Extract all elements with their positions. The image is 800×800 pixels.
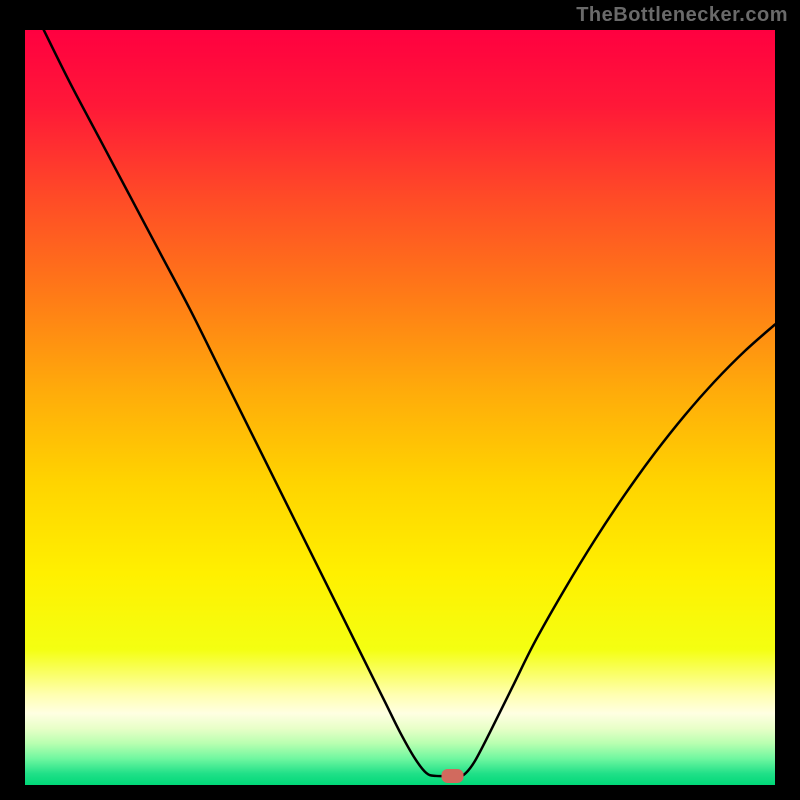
bottleneck-curve-chart <box>25 30 775 785</box>
chart-frame: TheBottlenecker.com <box>0 0 800 800</box>
optimal-point-marker <box>442 769 464 783</box>
gradient-background <box>25 30 775 785</box>
watermark-text: TheBottlenecker.com <box>576 4 788 27</box>
